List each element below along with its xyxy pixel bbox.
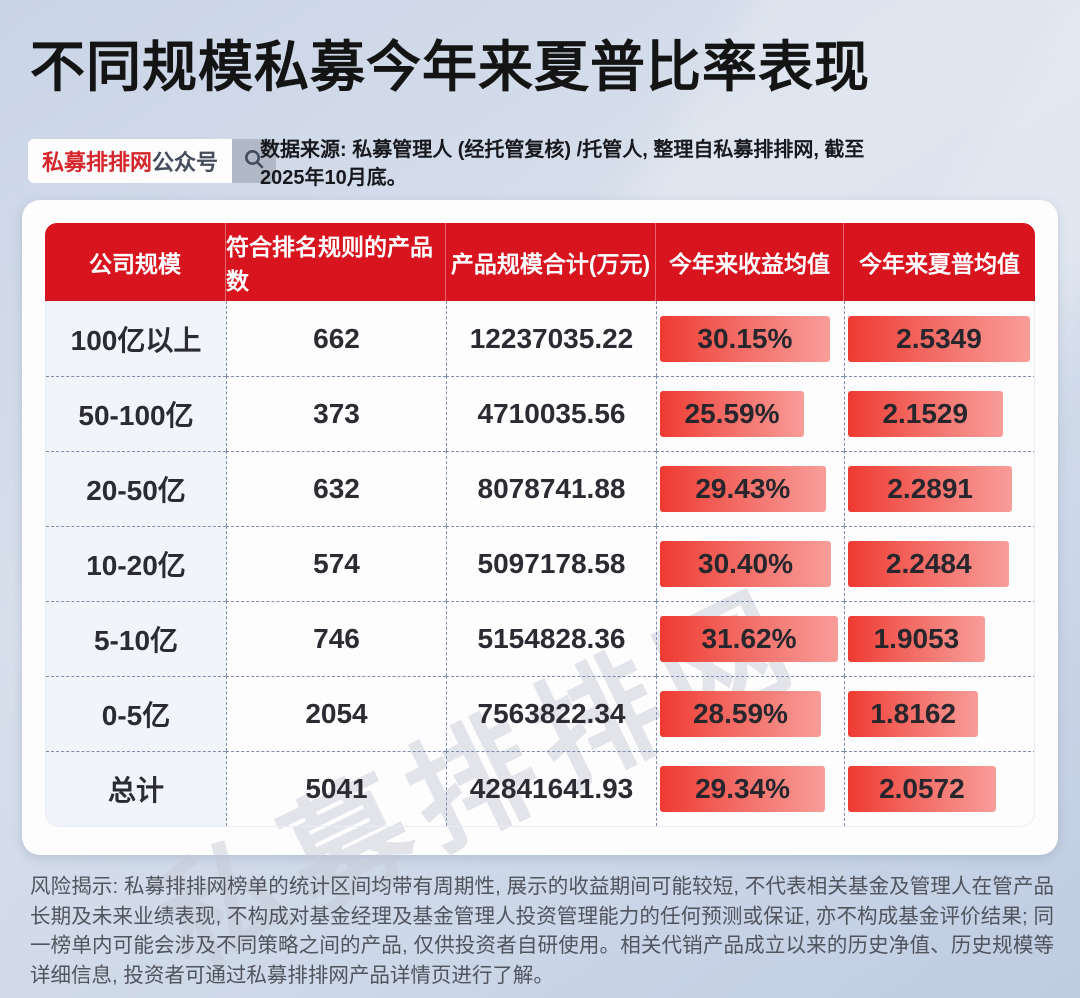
- cell-total-scale: 4710035.56: [446, 376, 656, 451]
- column-header-size: 公司规模: [89, 251, 181, 277]
- return-value: 29.34%: [695, 773, 791, 804]
- return-bar: 28.59%: [660, 691, 821, 737]
- search-button: [232, 139, 277, 183]
- sharpe-value: 1.9053: [873, 623, 960, 654]
- sharpe-bar: 2.0572: [848, 766, 996, 812]
- cell-return: 30.40%: [656, 526, 844, 601]
- return-bar: 29.34%: [660, 766, 826, 812]
- cell-return: 29.43%: [656, 451, 844, 526]
- cell-product-count: 5041: [226, 751, 446, 826]
- column-header-return: 今年来收益均值: [655, 223, 843, 301]
- sharpe-value: 2.5349: [896, 322, 982, 354]
- cell-company-size: 20-50亿: [46, 451, 226, 526]
- column-header-scale: 产品规模合计(万元): [445, 223, 655, 301]
- data-table: 公司规模 符合排名规则的产品数 产品规模合计(万元) 今年来收益均值 今年来夏普…: [45, 223, 1035, 827]
- brand-name: 私募排排网: [42, 150, 153, 175]
- table-card: 私募排排网 公司规模 符合排名规则的产品数 产品规模合计(万元) 今年来收益均值…: [22, 200, 1058, 996]
- brand-search-pill: 私募排排网 公众号: [28, 139, 277, 183]
- table-row: 100亿以上 662 12237035.22 30.15% 2.5349: [46, 301, 1034, 376]
- sharpe-bar: 2.5349: [848, 315, 1030, 362]
- return-value: 25.59%: [684, 398, 780, 429]
- table-row: 总计 5041 42841641.93 29.34% 2.0572: [46, 751, 1034, 826]
- table-row: 50-100亿 373 4710035.56 25.59% 2.1529: [46, 376, 1034, 451]
- return-bar: 31.62%: [660, 616, 838, 662]
- cell-return: 31.62%: [656, 601, 844, 676]
- cell-product-count: 2054: [226, 676, 446, 751]
- sharpe-value: 2.0572: [879, 773, 965, 804]
- cell-sharpe: 2.0572: [844, 751, 1034, 826]
- cell-total-scale: 7563822.34: [446, 676, 656, 751]
- cell-company-size: 100亿以上: [46, 301, 226, 376]
- cell-sharpe: 2.1529: [844, 376, 1034, 451]
- brand-suffix: 公众号: [152, 150, 219, 175]
- cell-total-scale: 5097178.58: [446, 526, 656, 601]
- cell-company-size: 总计: [46, 751, 226, 826]
- sharpe-value: 2.2891: [887, 473, 973, 504]
- search-icon: [242, 147, 266, 176]
- table-header-row: 公司规模 符合排名规则的产品数 产品规模合计(万元) 今年来收益均值 今年来夏普…: [45, 223, 1035, 301]
- return-bar: 29.43%: [660, 466, 826, 512]
- page-title: 不同规模私募今年来夏普比率表现: [30, 36, 871, 98]
- cell-return: 28.59%: [656, 676, 844, 751]
- sharpe-value: 2.1529: [882, 398, 969, 429]
- cell-product-count: 632: [226, 451, 446, 526]
- cell-return: 30.15%: [656, 301, 844, 376]
- cell-company-size: 50-100亿: [46, 376, 226, 451]
- cell-company-size: 0-5亿: [46, 676, 226, 751]
- return-value: 29.43%: [695, 473, 791, 504]
- cell-product-count: 662: [226, 301, 446, 376]
- cell-company-size: 5-10亿: [46, 601, 226, 676]
- cell-sharpe: 1.8162: [844, 676, 1034, 751]
- return-bar: 30.40%: [660, 541, 832, 587]
- cell-product-count: 746: [226, 601, 446, 676]
- cell-total-scale: 12237035.22: [446, 301, 656, 376]
- data-source-note: 数据来源: 私募管理人 (经托管复核) /托管人, 整理自私募排排网, 截至20…: [260, 139, 865, 190]
- cell-return: 25.59%: [656, 376, 844, 451]
- cell-total-scale: 42841641.93: [446, 751, 656, 826]
- return-value: 31.62%: [701, 623, 797, 654]
- cell-return: 29.34%: [656, 751, 844, 826]
- sharpe-bar: 2.2891: [848, 466, 1013, 512]
- cell-sharpe: 1.9053: [844, 601, 1034, 676]
- sharpe-bar: 1.8162: [848, 691, 979, 737]
- sharpe-bar: 2.1529: [848, 391, 1003, 437]
- cell-company-size: 10-20亿: [46, 526, 226, 601]
- table-row: 10-20亿 574 5097178.58 30.40% 2.2484: [46, 526, 1034, 601]
- cell-sharpe: 2.2484: [844, 526, 1034, 601]
- column-header-count: 符合排名规则的产品数: [225, 223, 445, 301]
- return-bar: 25.59%: [660, 391, 804, 437]
- return-bar: 30.15%: [660, 315, 830, 362]
- cell-sharpe: 2.5349: [844, 301, 1034, 376]
- return-value: 30.40%: [698, 548, 793, 579]
- brand-label: 私募排排网 公众号: [28, 139, 233, 183]
- table-row: 5-10亿 746 5154828.36 31.62% 1.9053: [46, 601, 1034, 676]
- cell-total-scale: 5154828.36: [446, 601, 656, 676]
- sharpe-value: 1.8162: [870, 698, 956, 729]
- cell-total-scale: 8078741.88: [446, 451, 656, 526]
- table-body: 100亿以上 662 12237035.22 30.15% 2.5349 50-100亿 3…: [45, 301, 1035, 827]
- sharpe-bar: 2.2484: [848, 541, 1010, 587]
- cell-product-count: 574: [226, 526, 446, 601]
- cell-product-count: 373: [226, 376, 446, 451]
- sharpe-bar: 1.9053: [848, 616, 985, 662]
- risk-disclosure: 风险揭示: 私募排排网榜单的统计区间均带有周期性, 展示的收益期间可能较短, 不…: [30, 875, 1054, 988]
- cell-sharpe: 2.2891: [844, 451, 1034, 526]
- column-header-sharpe: 今年来夏普均值: [843, 223, 1035, 301]
- table-row: 20-50亿 632 8078741.88 29.43% 2.2891: [46, 451, 1034, 526]
- return-value: 28.59%: [692, 698, 788, 729]
- table-row: 0-5亿 2054 7563822.34 28.59% 1.8162: [46, 676, 1034, 751]
- return-value: 30.15%: [697, 322, 793, 354]
- sharpe-value: 2.2484: [885, 548, 972, 579]
